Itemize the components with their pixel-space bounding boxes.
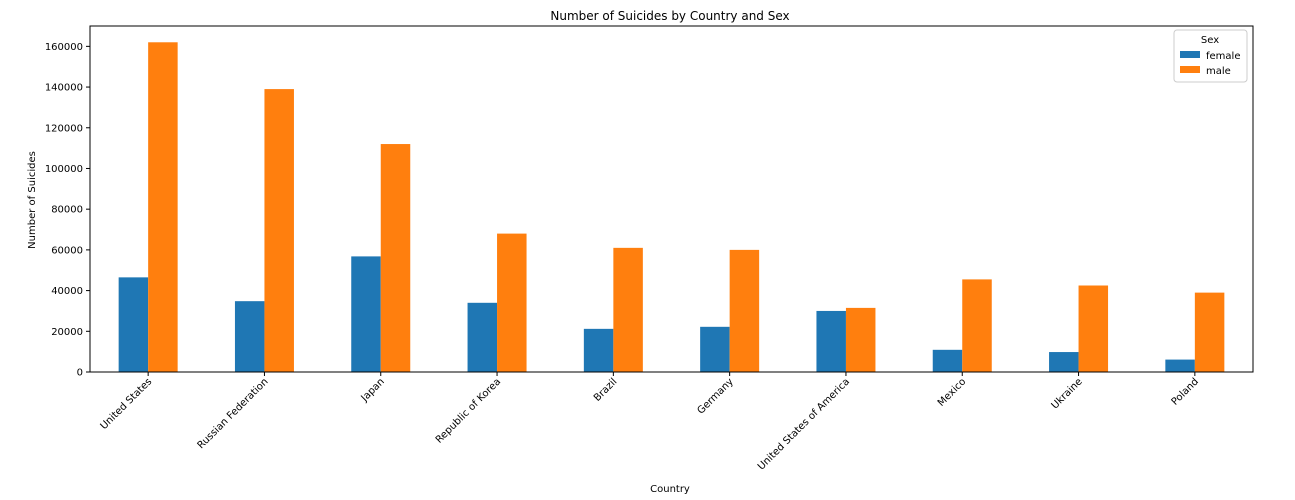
legend-label-male: male — [1206, 66, 1231, 77]
x-tick-label: United States of America — [756, 376, 852, 472]
legend-swatch-male — [1180, 66, 1200, 73]
axes-frame — [89, 25, 1254, 373]
bar-male — [613, 247, 643, 372]
bar-male — [1194, 292, 1225, 372]
bar-female — [700, 326, 730, 372]
x-tick-label: Republic of Korea — [434, 376, 503, 445]
bar-female — [118, 277, 149, 372]
x-tick-label: Poland — [1170, 376, 1201, 407]
bar-female — [932, 349, 963, 372]
bar-female — [816, 310, 846, 372]
legend-label-female: female — [1206, 51, 1240, 62]
bar-female — [1049, 352, 1079, 372]
y-tick-label: 80000 — [51, 205, 83, 216]
y-tick-label: 40000 — [51, 286, 83, 297]
y-tick-label: 100000 — [45, 164, 83, 175]
x-tick-label: Russian Federation — [196, 376, 271, 451]
plot-area: 0 20000 40000 60000 80000 100000 120000 140000 1… — [45, 25, 1254, 472]
y-tick-label: 160000 — [45, 42, 83, 53]
bar-male — [380, 144, 411, 372]
bar-female — [583, 328, 614, 372]
legend-title: Sex — [1201, 35, 1219, 46]
y-tick-label: 120000 — [45, 123, 83, 134]
y-tick-label: 0 — [77, 368, 83, 379]
x-axis-label: Country — [650, 484, 690, 495]
bar-female — [1165, 359, 1195, 372]
bar-male — [962, 279, 992, 372]
chart-title: Number of Suicides by Country and Sex — [550, 9, 789, 23]
legend-swatch-female — [1180, 51, 1200, 58]
y-tick-label: 60000 — [51, 245, 83, 256]
x-tick-label: Japan — [359, 376, 387, 404]
legend: Sex female male — [1173, 29, 1248, 83]
bar-female — [467, 302, 498, 372]
bar-male — [729, 249, 760, 372]
bar-female — [234, 301, 265, 372]
x-tick-label: Mexico — [936, 376, 968, 408]
bar-male — [497, 233, 527, 372]
y-axis-label: Number of Suicides — [27, 151, 38, 249]
bar-male — [1078, 285, 1109, 372]
x-tick-label: Germany — [695, 376, 735, 416]
bar-male — [845, 307, 876, 372]
y-tick-label: 140000 — [45, 83, 83, 94]
x-tick-label: Brazil — [592, 376, 620, 404]
x-tick-label: United States — [99, 376, 155, 432]
bar-male — [148, 42, 178, 373]
x-tick-label: Ukraine — [1050, 376, 1085, 411]
bar-male — [264, 89, 294, 372]
y-tick-label: 20000 — [51, 327, 83, 338]
bar-female — [351, 256, 381, 372]
